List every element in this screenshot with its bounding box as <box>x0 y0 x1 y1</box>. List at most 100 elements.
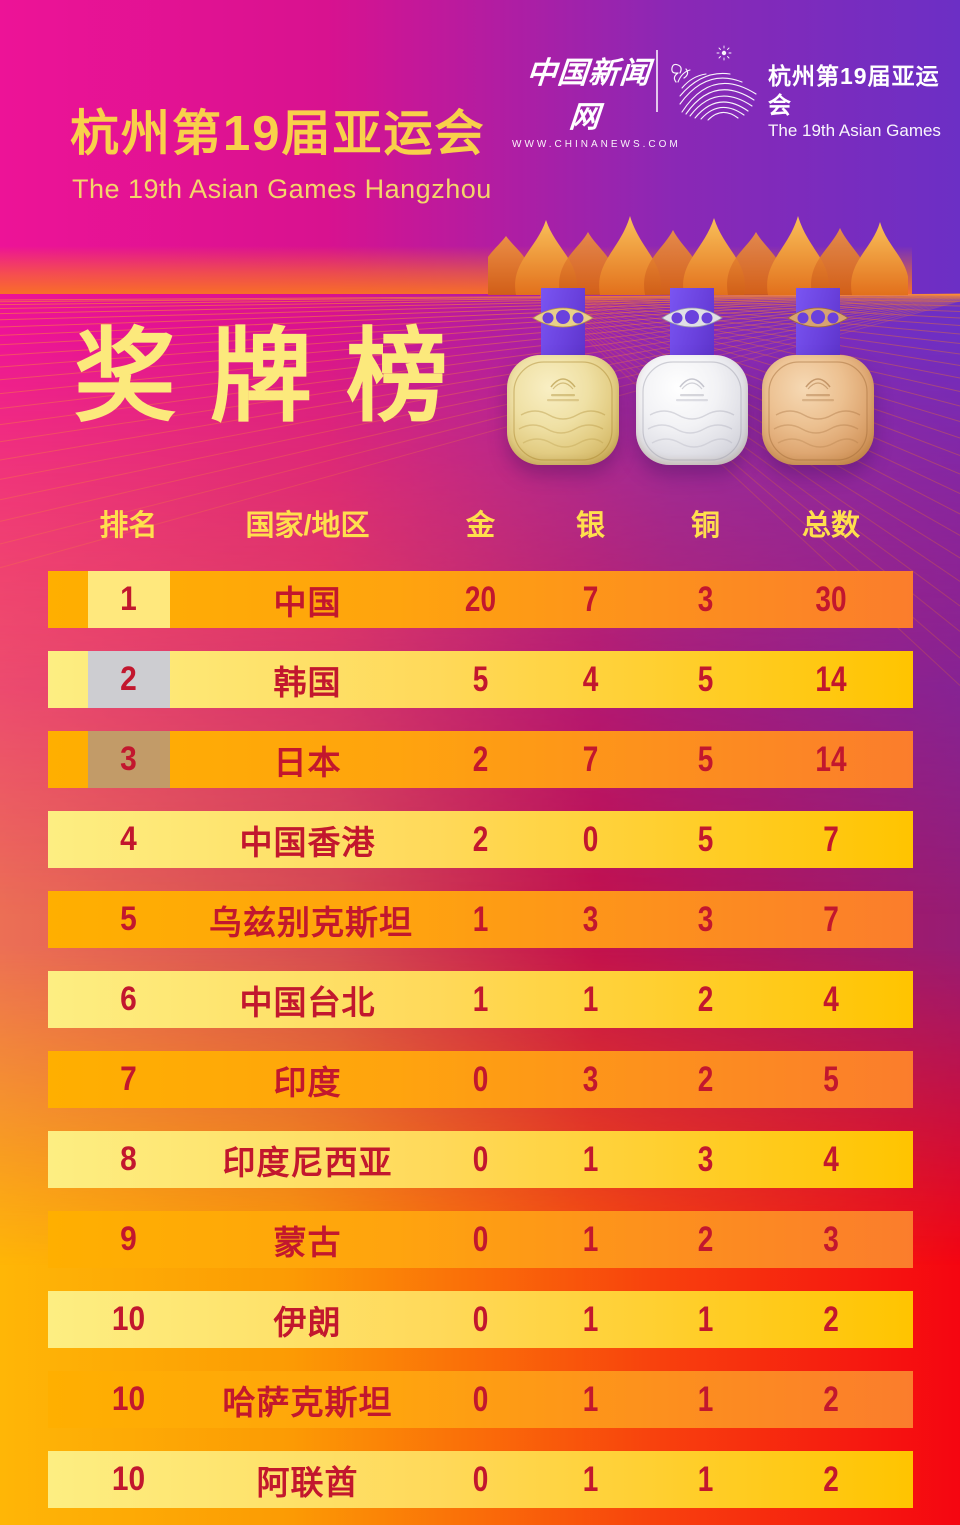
gold-medal-icon <box>507 355 619 465</box>
silver-count: 3 <box>582 899 599 939</box>
total-count: 4 <box>823 1139 839 1179</box>
table-row: 5 乌兹别克斯坦 1 3 3 7 <box>48 891 913 948</box>
region-name: 中国香港 <box>239 823 376 861</box>
silver-count: 7 <box>582 579 599 619</box>
table-row: 3 日本 2 7 5 14 <box>48 731 913 788</box>
region-name: 乌兹别克斯坦 <box>209 903 413 941</box>
silver-medal-icon <box>636 355 748 465</box>
flame-crown-decoration <box>488 216 908 295</box>
bronze-count: 1 <box>697 1459 714 1499</box>
total-count: 2 <box>823 1459 839 1499</box>
chinanews-url: WWW.CHINANEWS.COM <box>512 139 681 150</box>
gold-count: 0 <box>472 1459 489 1499</box>
bronze-count: 3 <box>697 579 714 619</box>
games-name-en: The 19th Asian Games <box>768 120 941 140</box>
gold-medal-clasp <box>532 307 594 328</box>
region-name: 日本 <box>273 743 342 781</box>
silver-count: 1 <box>582 1459 599 1499</box>
gold-count: 2 <box>472 819 489 859</box>
table-row: 10 哈萨克斯坦 0 1 1 2 <box>48 1371 913 1428</box>
chinanews-logo-text: 中国新闻网 <box>525 56 653 135</box>
games-name-zh: 杭州第19届亚运会 <box>768 63 940 118</box>
bronze-medal-clasp <box>787 307 849 328</box>
region-name: 伊朗 <box>273 1303 342 1341</box>
region-name: 韩国 <box>273 663 342 701</box>
total-count: 2 <box>823 1299 839 1339</box>
table-row: 4 中国香港 2 0 5 7 <box>48 811 913 868</box>
silver-count: 1 <box>582 1299 599 1339</box>
chinanews-logo: 中国新闻网 WWW.CHINANEWS.COM <box>512 48 681 150</box>
table-body: 1 中国 20 7 3 30 2 韩国 5 4 5 14 3 日本 2 7 5 … <box>48 571 913 1525</box>
rank-value: 3 <box>120 740 137 778</box>
bronze-count: 1 <box>697 1299 714 1339</box>
bronze-count: 5 <box>697 739 714 779</box>
rank-value: 4 <box>120 820 137 858</box>
total-count: 14 <box>815 659 847 699</box>
bronze-count: 1 <box>697 1379 714 1419</box>
total-count: 5 <box>823 1059 839 1099</box>
bronze-count: 2 <box>697 979 714 1019</box>
silver-count: 1 <box>582 1379 599 1419</box>
table-row: 6 中国台北 1 1 2 4 <box>48 971 913 1028</box>
bronze-count: 5 <box>697 819 714 859</box>
header-silver: 银 <box>575 510 605 542</box>
bronze-medal-icon <box>762 355 874 465</box>
brand-header: 中国新闻网 WWW.CHINANEWS.COM 杭州第19届亚运 <box>500 40 950 150</box>
silver-count: 3 <box>582 1059 599 1099</box>
table-row: 10 阿联酋 0 1 1 2 <box>48 1451 913 1508</box>
silver-count: 0 <box>582 819 599 859</box>
silver-count: 1 <box>582 1219 599 1259</box>
table-row: 9 蒙古 0 1 2 3 <box>48 1211 913 1268</box>
silver-count: 1 <box>582 979 599 1019</box>
rank-value: 6 <box>120 980 137 1018</box>
table-row: 10 伊朗 0 1 1 2 <box>48 1291 913 1348</box>
rank-value: 5 <box>120 900 137 938</box>
silver-medal-clasp <box>661 307 723 328</box>
bronze-count: 3 <box>697 1139 714 1179</box>
silver-count: 4 <box>582 659 599 699</box>
header-rank: 排名 <box>99 510 158 542</box>
gold-count: 1 <box>472 899 489 939</box>
header-bronze: 铜 <box>690 510 720 542</box>
gold-count: 1 <box>472 979 489 1019</box>
rank-value: 9 <box>120 1220 137 1258</box>
header-gold: 金 <box>465 510 495 542</box>
rank-value: 8 <box>120 1140 137 1178</box>
page-title-zh: 杭州第19届亚运会 <box>70 107 486 161</box>
rank-value: 2 <box>120 660 137 698</box>
gold-count: 0 <box>472 1379 489 1419</box>
page-title-en: The 19th Asian Games Hangzhou <box>72 174 492 204</box>
header-region: 国家/地区 <box>245 510 370 542</box>
games-name-block: 杭州第19届亚运会 The 19th Asian Games <box>768 62 950 141</box>
rank-value: 10 <box>111 1300 146 1338</box>
rank-highlight-chip <box>88 651 170 708</box>
bronze-count: 2 <box>697 1219 714 1259</box>
gold-count: 0 <box>472 1139 489 1179</box>
total-count: 2 <box>823 1379 839 1419</box>
region-name: 哈萨克斯坦 <box>222 1383 393 1421</box>
silver-count: 7 <box>582 739 599 779</box>
total-count: 4 <box>823 979 839 1019</box>
table-row: 1 中国 20 7 3 30 <box>48 571 913 628</box>
header-total: 总数 <box>801 510 860 542</box>
bronze-count: 5 <box>697 659 714 699</box>
brand-divider <box>656 50 658 112</box>
table-header-row: 排名 国家/地区 金 银 铜 总数 <box>48 501 913 545</box>
rank-value: 10 <box>111 1380 146 1418</box>
gold-count: 0 <box>472 1059 489 1099</box>
region-name: 中国台北 <box>239 983 376 1021</box>
asian-games-emblem-icon <box>671 45 757 121</box>
rank-value: 7 <box>120 1060 137 1098</box>
table-row: 7 印度 0 3 2 5 <box>48 1051 913 1108</box>
bronze-count: 2 <box>697 1059 714 1099</box>
gold-count: 2 <box>472 739 489 779</box>
total-count: 7 <box>823 899 839 939</box>
gold-count: 0 <box>472 1299 489 1339</box>
table-row: 8 印度尼西亚 0 1 3 4 <box>48 1131 913 1188</box>
rank-highlight-chip <box>88 731 170 788</box>
gold-count: 20 <box>464 579 497 619</box>
total-count: 3 <box>823 1219 839 1259</box>
region-name: 印度 <box>273 1063 342 1101</box>
region-name: 中国 <box>273 583 342 621</box>
